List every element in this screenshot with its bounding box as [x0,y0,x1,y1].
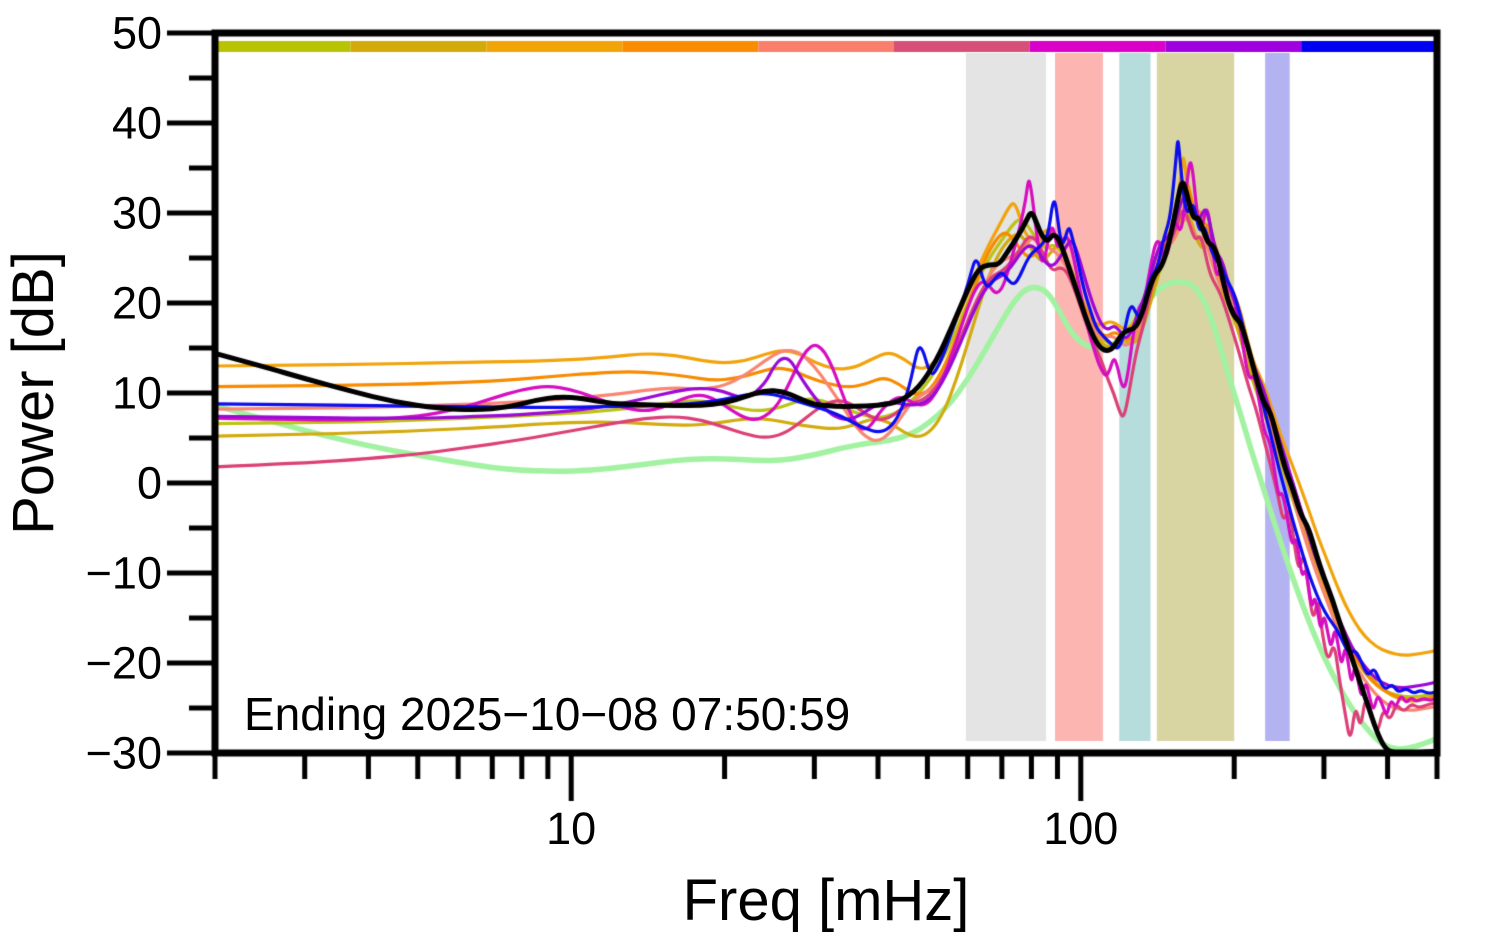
y-tick-label: 20 [111,277,162,329]
x-tick-label: 100 [1043,803,1119,854]
y-tick-label: 10 [111,367,162,419]
ending-timestamp-annotation: Ending 2025−10−08 07:50:59 [244,688,851,740]
y-tick-label: −10 [85,547,162,599]
y-tick-label: 0 [136,457,162,509]
y-axis-title: Power [dB] [1,251,66,535]
x-axis-title: Freq [mHz] [682,868,970,933]
y-tick-label: 30 [111,187,162,239]
x-tick-label: 10 [546,803,597,854]
y-tick-label: −30 [85,727,162,779]
y-tick-label: 40 [111,97,162,149]
y-tick-label: 50 [111,7,162,59]
y-tick-label: −20 [85,637,162,689]
